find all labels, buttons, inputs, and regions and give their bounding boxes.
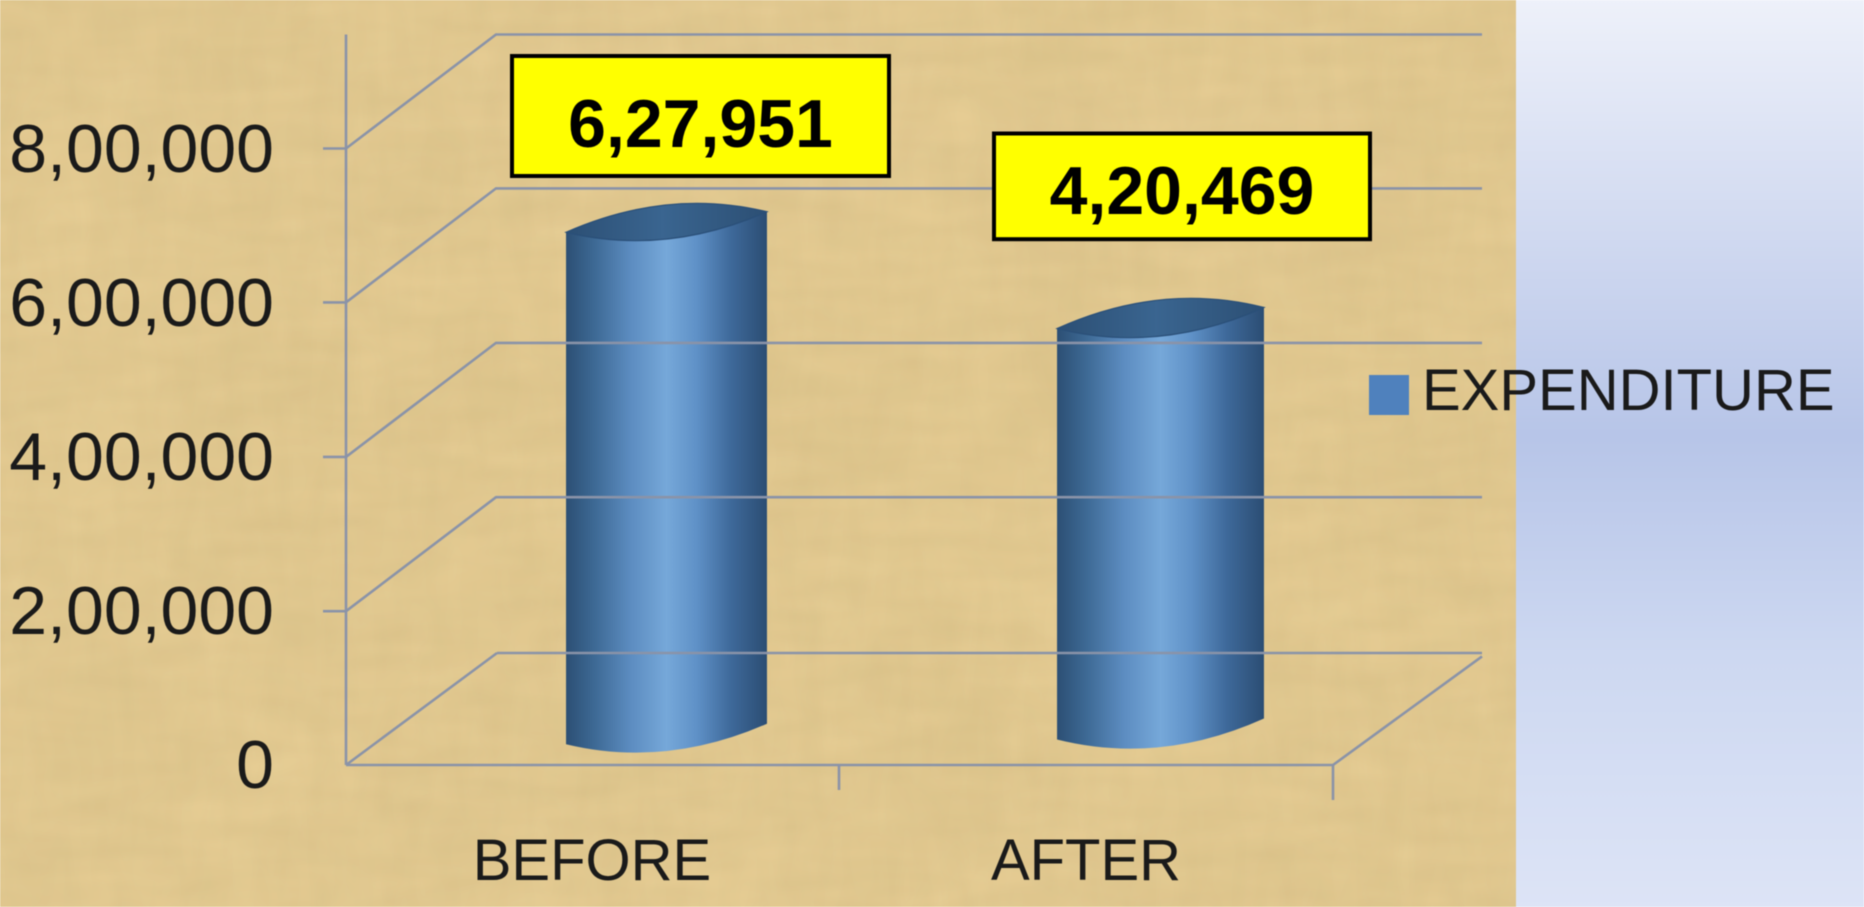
svg-text:6,27,951: 6,27,951 bbox=[568, 86, 833, 162]
svg-text:2,00,000: 2,00,000 bbox=[9, 573, 274, 649]
svg-text:8,00,000: 8,00,000 bbox=[9, 111, 274, 187]
svg-text:BEFORE: BEFORE bbox=[473, 828, 712, 893]
svg-text:6,00,000: 6,00,000 bbox=[9, 265, 274, 341]
svg-text:AFTER: AFTER bbox=[991, 828, 1181, 893]
svg-text:EXPENDITURE: EXPENDITURE bbox=[1422, 358, 1835, 423]
svg-text:0: 0 bbox=[236, 727, 274, 803]
svg-text:4,20,469: 4,20,469 bbox=[1050, 153, 1315, 229]
svg-text:4,00,000: 4,00,000 bbox=[9, 419, 274, 495]
